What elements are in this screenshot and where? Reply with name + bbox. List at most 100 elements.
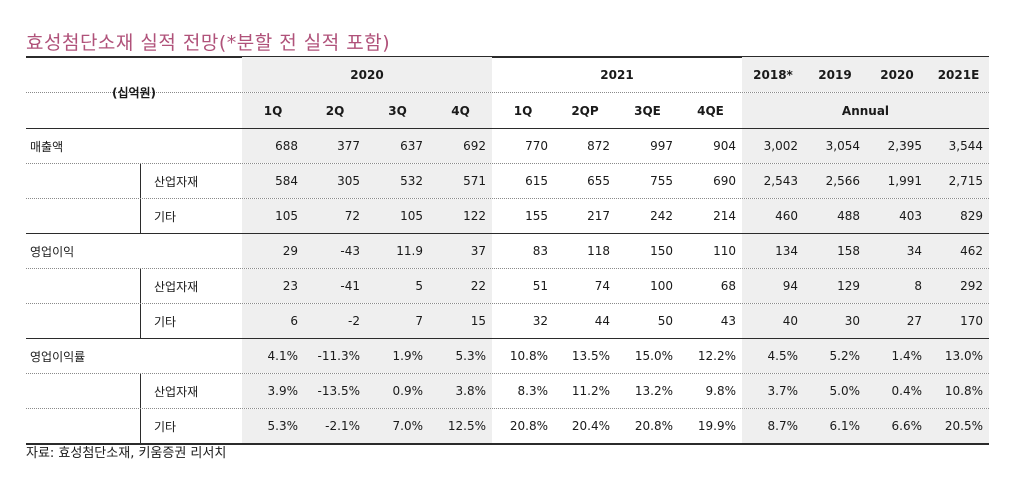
value-cell: 615 (525, 174, 548, 188)
value-cell: 6.1% (804, 409, 866, 443)
value-cell: 12.2% (697, 349, 736, 363)
value-cell: 170 (928, 304, 989, 338)
value-cell: 460 (742, 199, 804, 233)
row-label: 영업이익 (30, 244, 75, 259)
value-cell: 50 (657, 314, 673, 328)
value-cell: 134 (742, 234, 804, 268)
value-cell: 532 (366, 164, 429, 198)
value-cell: 690 (713, 174, 736, 188)
value-cell: 155 (525, 209, 548, 223)
value-cell: 150 (650, 244, 673, 258)
value-cell: 15.0% (634, 349, 673, 363)
value-cell: 214 (713, 209, 736, 223)
value-cell: 403 (866, 199, 928, 233)
value-cell: 462 (928, 234, 989, 268)
table-row: 기타 5.3% -2.1% 7.0% 12.5% 20.8% 20.4% 20.8% 19.9%… (26, 409, 989, 445)
row-sublabel: 산업자재 (154, 384, 199, 399)
value-cell: 1,991 (866, 164, 928, 198)
year-2020-header: 2020 (242, 57, 492, 92)
value-cell: 105 (242, 199, 304, 233)
row-sublabel: 기타 (154, 209, 177, 224)
value-cell: 94 (742, 269, 804, 303)
period-2021-4qe: 4QE (697, 103, 724, 118)
period-2020-1q: 1Q (242, 93, 304, 128)
value-cell: 9.8% (705, 384, 737, 398)
earnings-table: (십억원) 2020 2021 2018* 2019 2020 2021E 1Q… (26, 57, 989, 445)
period-2021-1q: 1Q (513, 103, 533, 118)
value-cell: 872 (587, 139, 610, 153)
value-cell: 7 (366, 304, 429, 338)
value-cell: 13.2% (634, 384, 673, 398)
value-cell: 15 (429, 304, 492, 338)
value-cell: 7.0% (366, 409, 429, 443)
table-row: 산업자재 584 305 532 571 615 655 755 690 2,543 2,566 1,… (26, 164, 989, 199)
value-cell: 0.9% (366, 374, 429, 408)
value-cell: 74 (594, 279, 610, 293)
period-2020-4q: 4Q (429, 93, 492, 128)
value-cell: 23 (242, 269, 304, 303)
value-cell: 3,002 (742, 129, 804, 163)
value-cell: 44 (594, 314, 610, 328)
table-row: 매출액 688 377 637 692 770 872 997 904 3,002 3,054 2,3… (26, 129, 989, 164)
period-2021-3qe: 3QE (634, 103, 661, 118)
period-2020-3q: 3Q (366, 93, 429, 128)
value-cell: 11.2% (571, 384, 610, 398)
value-cell: 2,395 (866, 129, 928, 163)
value-cell: 2,566 (804, 164, 866, 198)
value-cell: 1.4% (866, 339, 928, 373)
value-cell: 637 (366, 129, 429, 163)
value-cell: 655 (587, 174, 610, 188)
annual-year-2020: 2020 (866, 57, 928, 92)
table-row: 영업이익률 4.1% -11.3% 1.9% 5.3% 10.8% 13.5% 15.0% 12… (26, 339, 989, 374)
value-cell: 122 (429, 199, 492, 233)
table-row: 산업자재 3.9% -13.5% 0.9% 3.8% 8.3% 11.2% 13.2% 9.8%… (26, 374, 989, 409)
table-row: 기타 6 -2 7 15 32 44 50 43 40 30 27 170 (26, 304, 989, 339)
value-cell: 305 (304, 164, 366, 198)
sub-row-divider (140, 374, 141, 408)
sub-row-divider (140, 164, 141, 198)
annual-year-2018: 2018* (742, 57, 804, 92)
annual-label: Annual (742, 93, 989, 128)
value-cell: 292 (928, 269, 989, 303)
value-cell: 83 (532, 244, 548, 258)
value-cell: 11.9 (366, 234, 429, 268)
table-row: 기타 105 72 105 122 155 217 242 214 460 488 403 829 (26, 199, 989, 234)
row-sublabel: 기타 (154, 419, 177, 434)
value-cell: 584 (242, 164, 304, 198)
value-cell: 6 (242, 304, 304, 338)
value-cell: -2.1% (304, 409, 366, 443)
row-label: 영업이익률 (30, 349, 86, 364)
value-cell: 20.5% (928, 409, 989, 443)
value-cell: 2,715 (928, 164, 989, 198)
table-row: 산업자재 23 -41 5 22 51 74 100 68 94 129 8 292 (26, 269, 989, 304)
value-cell: -43 (304, 234, 366, 268)
value-cell: 20.4% (571, 419, 610, 433)
value-cell: 3.9% (242, 374, 304, 408)
value-cell: 118 (587, 244, 610, 258)
value-cell: 1.9% (366, 339, 429, 373)
sub-row-divider (140, 409, 141, 443)
value-cell: 688 (242, 129, 304, 163)
value-cell: 8.7% (742, 409, 804, 443)
value-cell: -13.5% (304, 374, 366, 408)
value-cell: 10.8% (928, 374, 989, 408)
value-cell: 22 (429, 269, 492, 303)
table-row: 영업이익 29 -43 11.9 37 83 118 150 110 134 158 34 462 (26, 234, 989, 269)
value-cell: 29 (242, 234, 304, 268)
sub-row-divider (140, 269, 141, 303)
value-cell: 571 (429, 164, 492, 198)
value-cell: 72 (304, 199, 366, 233)
value-cell: 997 (650, 139, 673, 153)
value-cell: 100 (650, 279, 673, 293)
table-title: 효성첨단소재 실적 전망(*분할 전 실적 포함) (26, 32, 391, 54)
row-sublabel: 산업자재 (154, 279, 199, 294)
value-cell: 32 (532, 314, 548, 328)
value-cell: 19.9% (697, 419, 736, 433)
value-cell: 770 (525, 139, 548, 153)
value-cell: 110 (713, 244, 736, 258)
value-cell: 5 (366, 269, 429, 303)
value-cell: 8 (866, 269, 928, 303)
value-cell: 158 (804, 234, 866, 268)
value-cell: -41 (304, 269, 366, 303)
value-cell: 43 (720, 314, 736, 328)
